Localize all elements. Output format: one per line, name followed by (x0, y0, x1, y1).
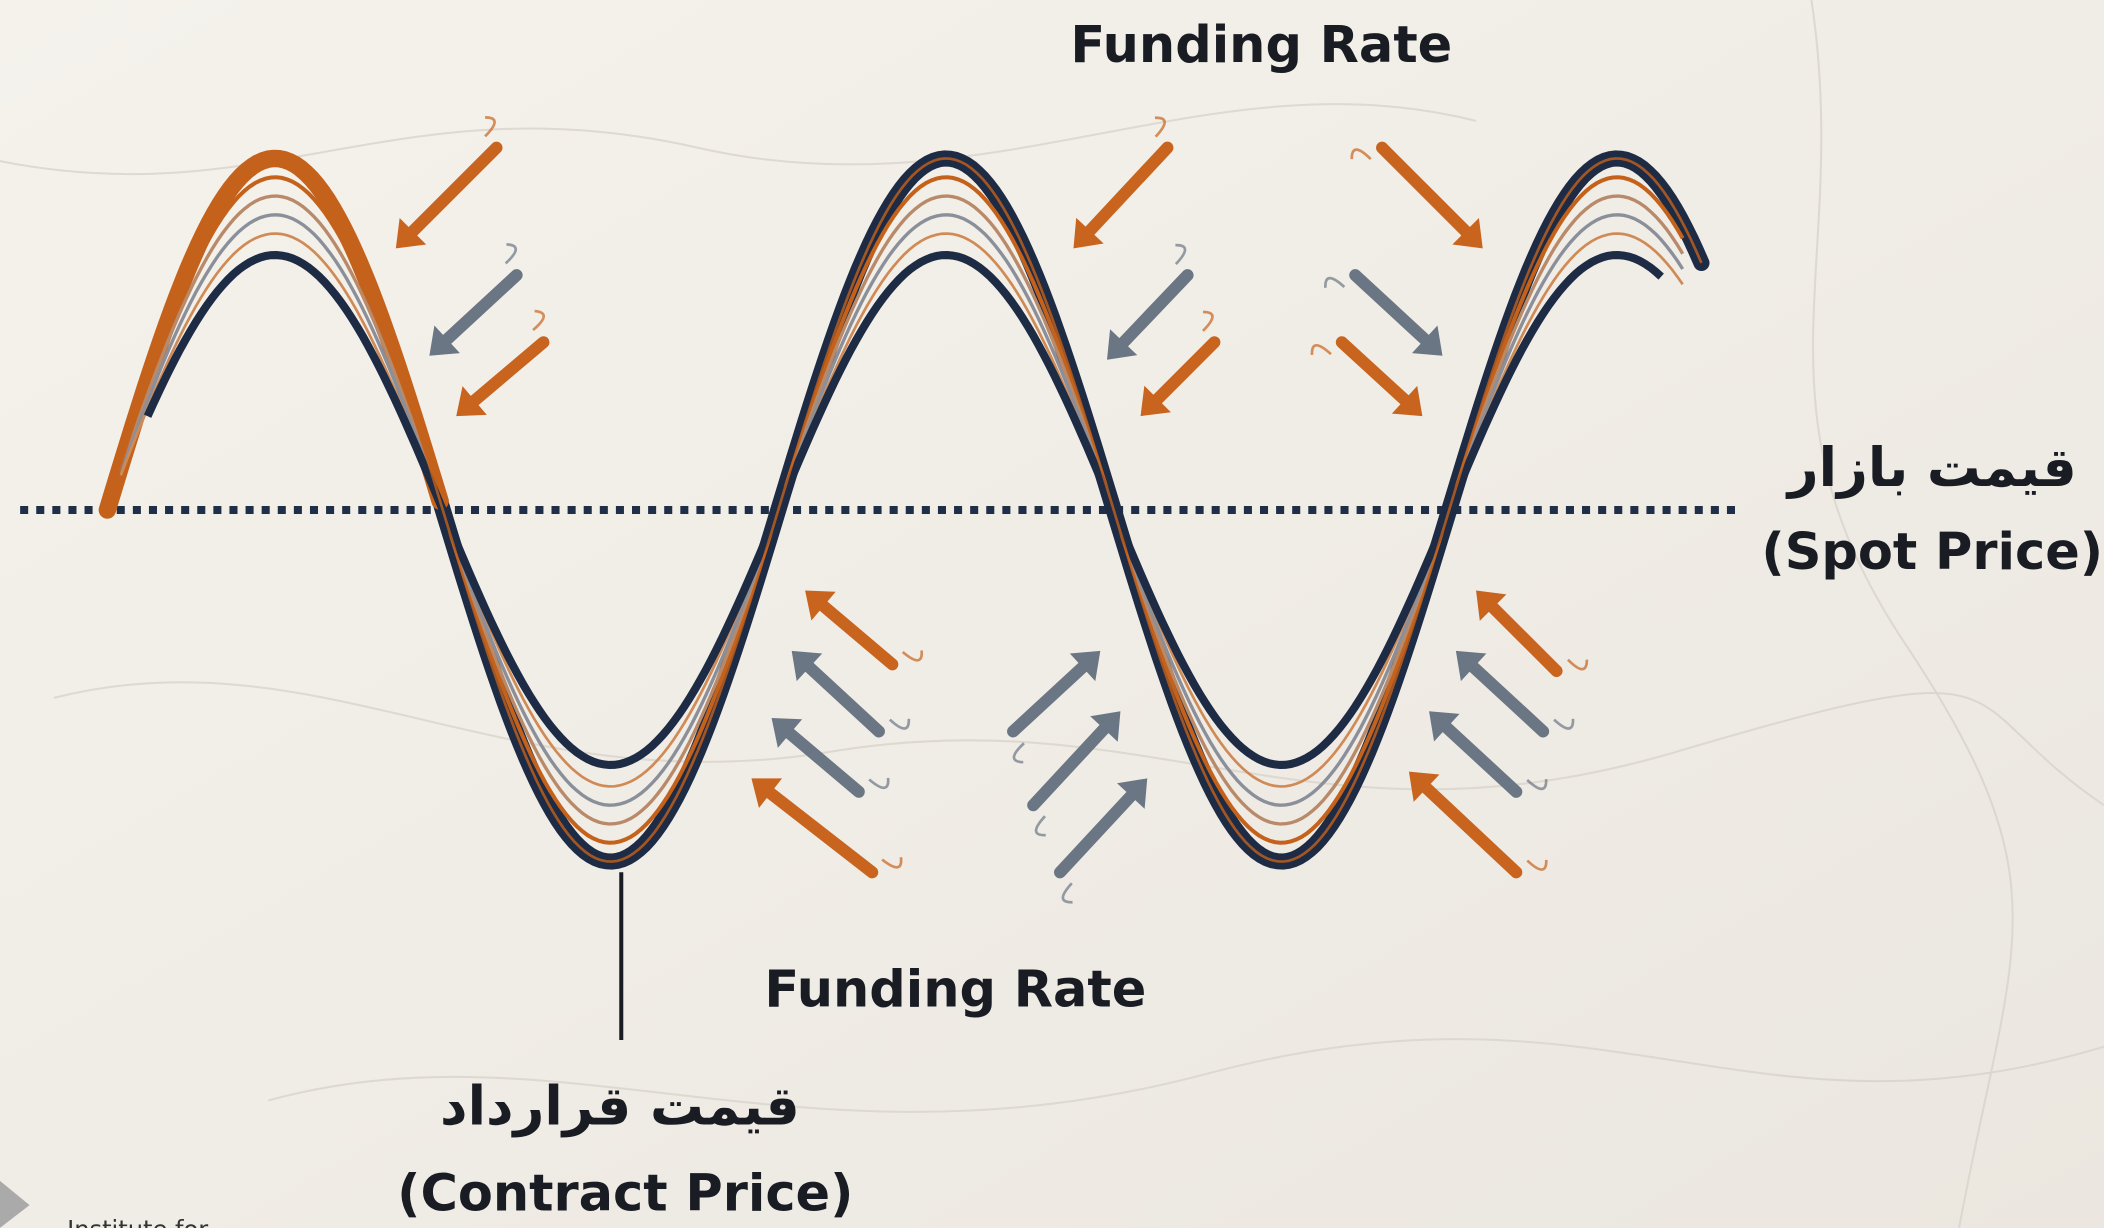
funding-rate-top: Funding Rate (1070, 16, 1452, 75)
spot-price-persian: قیمت بازار (1785, 436, 2077, 499)
diagram: Funding Rate Funding Rate قیمت بازار (Sp… (0, 0, 2104, 1228)
spot-price-english: (Spot Price) (1761, 523, 2103, 582)
contract-price-persian: قیمت قرارداد (440, 1075, 800, 1138)
contract-price-english: (Contract Price) (397, 1164, 853, 1223)
watermark: Institute for (67, 1215, 208, 1228)
page: Funding Rate Funding Rate قیمت بازار (Sp… (0, 0, 2104, 1228)
funding-rate-bottom: Funding Rate (764, 960, 1146, 1019)
